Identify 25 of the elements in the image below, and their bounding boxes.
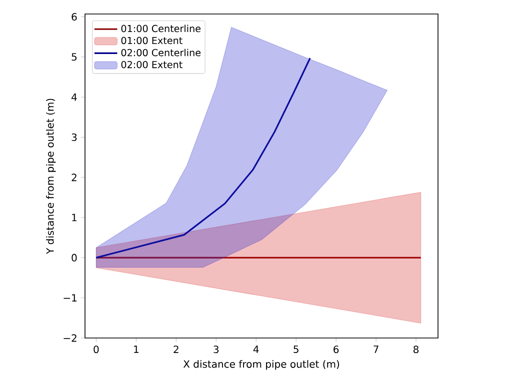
legend-label: 01:00 Centerline bbox=[121, 24, 201, 32]
x-tick-label: 4 bbox=[253, 346, 259, 353]
x-tick-label: 5 bbox=[294, 346, 298, 354]
legend-label: 01:00 Extent bbox=[121, 36, 182, 44]
x-tick-label: 2 bbox=[174, 346, 178, 354]
y-tick-label: 0 bbox=[72, 254, 77, 262]
y-tick-label: 4 bbox=[72, 93, 77, 101]
x-tick-label: 0 bbox=[94, 346, 99, 354]
y-tick-label: −1 bbox=[64, 294, 76, 302]
legend-label: 02:00 Centerline bbox=[121, 48, 201, 56]
y-tick-label: 6 bbox=[72, 13, 77, 21]
line-series bbox=[95, 57, 311, 258]
x-axis-title: X distance from pipe outlet (m) bbox=[183, 360, 340, 370]
y-tick-label: −2 bbox=[64, 334, 76, 342]
x-tick-label: 3 bbox=[214, 346, 219, 354]
y-tick-label: 1 bbox=[72, 214, 76, 222]
legend-label: 02:00 Extent bbox=[121, 60, 182, 68]
x-tick-label: 6 bbox=[334, 346, 339, 354]
y-axis-title: Y distance from pipe outlet (m) bbox=[46, 98, 56, 254]
x-tick-label: 8 bbox=[414, 346, 418, 354]
x-tick-label: 7 bbox=[374, 346, 378, 353]
y-tick-label: 2 bbox=[72, 174, 76, 182]
x-tick-label: 1 bbox=[134, 346, 138, 353]
y-tick-label: 5 bbox=[72, 53, 77, 61]
y-tick-label: 3 bbox=[72, 133, 77, 142]
